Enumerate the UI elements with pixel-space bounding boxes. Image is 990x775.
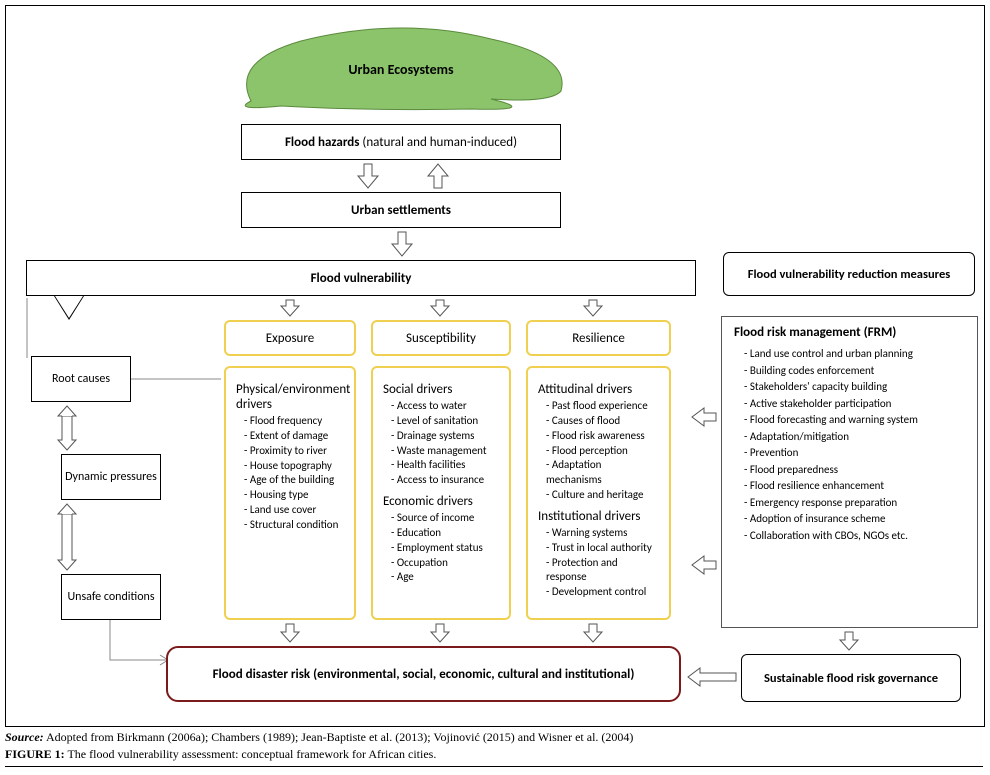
arrow-b2 bbox=[429, 622, 451, 644]
susceptibility-box: Social drivers Access to waterLevel of s… bbox=[371, 366, 511, 620]
unsafe-conditions-box: Unsafe conditions bbox=[61, 574, 161, 620]
governance-box: Sustainable flood risk governance bbox=[741, 654, 961, 702]
exposure-box: Physical/environment drivers Flood frequ… bbox=[224, 366, 356, 620]
arrow-down-2 bbox=[390, 230, 414, 258]
arrow-up-1 bbox=[426, 162, 450, 190]
res-h2: Institutional drivers bbox=[538, 509, 659, 524]
exposure-header: Exposure bbox=[224, 320, 356, 356]
susceptibility-header: Susceptibility bbox=[371, 320, 511, 356]
list-item: Building codes enforcement bbox=[744, 363, 965, 380]
list-item: Warning systems bbox=[546, 526, 659, 541]
susc-list1: Access to waterLevel of sanitationDraina… bbox=[383, 399, 499, 488]
hazards-rest: (natural and human-induced) bbox=[359, 135, 517, 150]
list-item: Trust in local authority bbox=[546, 541, 659, 556]
list-item: Past flood experience bbox=[546, 399, 659, 414]
arrow-gov-to-risk bbox=[686, 666, 738, 688]
ecosystem-shape: Urban Ecosystems bbox=[221, 21, 581, 111]
list-item: Flood perception bbox=[546, 444, 659, 459]
arrow-down-1 bbox=[356, 162, 380, 190]
line-unsafe-down bbox=[108, 620, 168, 670]
dynamic-pressures-box: Dynamic pressures bbox=[61, 454, 161, 500]
list-item: Structural condition bbox=[244, 518, 344, 533]
list-item: Access to insurance bbox=[391, 473, 499, 488]
arrow-frm-down bbox=[838, 630, 860, 652]
list-item: Drainage systems bbox=[391, 429, 499, 444]
list-item: Collaboration with CBOs, NGOs etc. bbox=[744, 528, 965, 545]
arrow-root-to-exposure bbox=[131, 378, 221, 380]
list-item: Source of income bbox=[391, 511, 499, 526]
source-label: Source: bbox=[5, 730, 44, 744]
list-item: Flood frequency bbox=[244, 414, 344, 429]
bi-arrow-1 bbox=[56, 404, 78, 452]
figure-caption: Source: Adopted from Birkmann (2006a); C… bbox=[5, 730, 983, 767]
res-list2: Warning systemsTrust in local authorityP… bbox=[538, 526, 659, 600]
arrow-col3 bbox=[582, 298, 604, 318]
ecosystem-label: Urban Ecosystems bbox=[221, 61, 581, 78]
list-item: Occupation bbox=[391, 556, 499, 571]
diagram-frame: Urban Ecosystems Flood hazards (natural … bbox=[5, 5, 985, 727]
list-item: Flood resilience enhancement bbox=[744, 478, 965, 495]
list-item: Education bbox=[391, 526, 499, 541]
susc-list2: Source of incomeEducationEmployment stat… bbox=[383, 511, 499, 585]
exposure-h1: Physical/environment drivers bbox=[236, 382, 344, 412]
list-item: Waste management bbox=[391, 444, 499, 459]
list-item: Protection and response bbox=[546, 556, 659, 586]
list-item: Access to water bbox=[391, 399, 499, 414]
res-h1: Attitudinal drivers bbox=[538, 382, 659, 397]
list-item: Age bbox=[391, 570, 499, 585]
frm-title: Flood risk management (FRM) bbox=[734, 325, 965, 340]
figure-text: The flood vulnerability assessment: conc… bbox=[65, 747, 437, 761]
arrow-col2 bbox=[429, 298, 451, 318]
root-causes-box: Root causes bbox=[31, 356, 131, 402]
susc-h1: Social drivers bbox=[383, 382, 499, 397]
list-item: Development control bbox=[546, 585, 659, 600]
list-item: Adaptation/mitigation bbox=[744, 429, 965, 446]
list-item: Causes of flood bbox=[546, 414, 659, 429]
frm-list: Land use control and urban planningBuild… bbox=[734, 346, 965, 544]
list-item: Flood risk awareness bbox=[546, 429, 659, 444]
resilience-box: Attitudinal drivers Past flood experienc… bbox=[526, 366, 671, 620]
list-item: Employment status bbox=[391, 541, 499, 556]
list-item: Active stakeholder participation bbox=[744, 396, 965, 413]
list-item: Flood forecasting and warning system bbox=[744, 412, 965, 429]
bi-arrow-2 bbox=[56, 502, 78, 572]
list-item: Adaptation mechanisms bbox=[546, 458, 659, 488]
resilience-header: Resilience bbox=[526, 320, 671, 356]
figure-label: FIGURE 1: bbox=[5, 747, 65, 761]
list-item: Prevention bbox=[744, 445, 965, 462]
list-item: House topography bbox=[244, 459, 344, 474]
list-item: Land use cover bbox=[244, 503, 344, 518]
flood-vulnerability-box: Flood vulnerability bbox=[26, 260, 696, 296]
frm-box: Flood risk management (FRM) Land use con… bbox=[721, 316, 978, 628]
list-item: Emergency response preparation bbox=[744, 495, 965, 512]
list-item: Housing type bbox=[244, 488, 344, 503]
susc-h2: Economic drivers bbox=[383, 494, 499, 509]
source-text: Adopted from Birkmann (2006a); Chambers … bbox=[44, 730, 634, 744]
reduction-measures-box: Flood vulnerability reduction measures bbox=[723, 252, 975, 296]
arrow-left-1 bbox=[690, 406, 718, 428]
exposure-list: Flood frequencyExtent of damageProximity… bbox=[236, 414, 344, 533]
list-item: Extent of damage bbox=[244, 429, 344, 444]
list-item: Age of the building bbox=[244, 473, 344, 488]
list-item: Flood preparedness bbox=[744, 462, 965, 479]
flood-hazards-box: Flood hazards (natural and human-induced… bbox=[241, 124, 561, 160]
list-item: Proximity to river bbox=[244, 444, 344, 459]
triangle-inner bbox=[55, 296, 83, 318]
hazards-bold: Flood hazards bbox=[285, 135, 360, 150]
flood-disaster-risk-box: Flood disaster risk (environmental, soci… bbox=[166, 646, 681, 702]
list-item: Adoption of insurance scheme bbox=[744, 511, 965, 528]
arrow-b1 bbox=[279, 622, 301, 644]
list-item: Level of sanitation bbox=[391, 414, 499, 429]
arrow-b3 bbox=[582, 622, 604, 644]
urban-settlements-box: Urban settlements bbox=[241, 192, 561, 228]
list-item: Land use control and urban planning bbox=[744, 346, 965, 363]
list-item: Culture and heritage bbox=[546, 488, 659, 503]
arrow-left-2 bbox=[690, 554, 718, 576]
list-item: Stakeholders' capacity building bbox=[744, 379, 965, 396]
vline-top bbox=[26, 298, 28, 358]
res-list1: Past flood experienceCauses of floodFloo… bbox=[538, 399, 659, 503]
list-item: Health facilities bbox=[391, 458, 499, 473]
arrow-col1 bbox=[279, 298, 301, 318]
